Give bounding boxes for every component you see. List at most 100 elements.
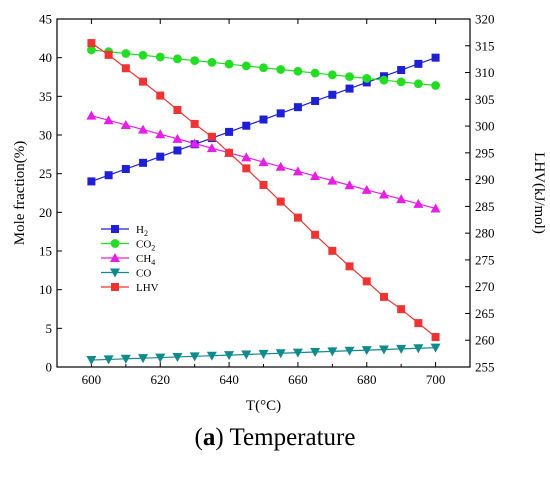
y2-tick-label: 255 — [475, 360, 495, 375]
legend-label-co: CO — [136, 268, 151, 280]
legend-marker-lhv — [111, 283, 119, 291]
data-point-lhv — [259, 180, 268, 189]
data-point-co2 — [155, 52, 165, 62]
y2-axis-label: LHV(kJ/mol) — [531, 152, 547, 234]
data-point-lhv — [121, 64, 130, 73]
data-point-h2 — [225, 127, 234, 136]
data-point-co — [258, 349, 269, 359]
x-tick-label: 600 — [82, 372, 102, 387]
y2-tick-label: 320 — [475, 12, 495, 27]
data-point-co2 — [310, 68, 320, 78]
series-ch4 — [86, 110, 441, 213]
x-tick-label: 660 — [288, 372, 308, 387]
data-point-h2 — [259, 115, 268, 124]
data-point-ch4 — [206, 143, 217, 153]
data-point-co2 — [293, 66, 303, 76]
data-point-co — [224, 351, 235, 361]
data-point-h2 — [156, 152, 165, 161]
data-point-co2 — [259, 63, 268, 73]
data-point-co — [241, 350, 252, 360]
data-point-lhv — [293, 213, 302, 222]
legend-label-h2: H2 — [136, 224, 148, 238]
x-tick-label: 640 — [219, 372, 239, 387]
data-point-ch4 — [396, 194, 407, 204]
data-point-ch4 — [413, 198, 424, 208]
data-point-co2 — [396, 77, 406, 87]
data-point-lhv — [139, 77, 148, 86]
legend-label-subscript: 4 — [151, 258, 155, 267]
legend-label-main: CO — [136, 239, 151, 251]
y2-tick-label: 315 — [475, 38, 495, 53]
caption-letter: a — [202, 424, 216, 451]
legend-label-main: LHV — [136, 282, 159, 294]
data-point-co — [138, 354, 149, 364]
data-point-h2 — [121, 165, 130, 174]
data-point-ch4 — [138, 124, 149, 134]
data-point-ch4 — [103, 115, 114, 125]
legend-label-main: CH — [136, 253, 151, 265]
legend-label-ch4: CH4 — [136, 253, 155, 267]
data-point-lhv — [379, 292, 388, 301]
series-co — [86, 343, 441, 366]
caption-text: Temperature — [229, 424, 356, 451]
data-point-lhv — [328, 246, 337, 255]
data-point-lhv — [225, 148, 234, 157]
data-point-co — [155, 353, 166, 363]
y-tick-label: 25 — [39, 166, 52, 181]
data-point-co — [86, 356, 97, 366]
data-point-lhv — [87, 39, 96, 48]
data-point-ch4 — [241, 152, 252, 162]
data-point-ch4 — [120, 119, 131, 129]
data-point-h2 — [293, 103, 302, 112]
data-point-h2 — [345, 84, 354, 93]
data-point-co — [361, 346, 372, 356]
y-tick-label: 0 — [46, 360, 53, 375]
data-point-ch4 — [172, 133, 183, 143]
data-point-lhv — [276, 197, 285, 206]
data-point-co — [292, 348, 303, 358]
data-point-co2 — [87, 45, 96, 55]
data-point-co2 — [207, 57, 217, 67]
data-point-co2 — [173, 54, 182, 64]
y-tick-label: 40 — [39, 50, 52, 65]
data-point-ch4 — [344, 180, 355, 190]
y-tick-label: 30 — [39, 128, 52, 143]
data-point-ch4 — [189, 138, 200, 148]
x-tick-label: 680 — [357, 372, 377, 387]
y-tick-label: 20 — [39, 205, 52, 220]
y2-tick-label: 270 — [475, 279, 495, 294]
legend-label-subscript: 2 — [151, 244, 155, 253]
legend-label-main: CO — [136, 268, 151, 280]
data-point-h2 — [431, 53, 440, 62]
data-point-h2 — [87, 177, 96, 186]
data-point-co2 — [241, 61, 251, 71]
x-tick-label: 700 — [426, 372, 446, 387]
data-point-h2 — [414, 59, 423, 68]
y2-tick-label: 280 — [475, 226, 495, 241]
data-point-ch4 — [275, 161, 286, 171]
y2-tick-label: 275 — [475, 252, 495, 267]
y2-tick-label: 290 — [475, 172, 495, 187]
legend-label-co2: CO2 — [136, 239, 155, 253]
data-point-lhv — [156, 91, 165, 100]
data-point-lhv — [242, 164, 251, 173]
data-point-h2 — [104, 171, 113, 180]
data-point-h2 — [139, 158, 148, 167]
legend-label-subscript: 2 — [144, 229, 148, 238]
data-point-ch4 — [430, 203, 441, 213]
data-point-lhv — [431, 333, 440, 342]
data-point-co — [206, 351, 217, 361]
data-point-co2 — [138, 50, 148, 60]
data-point-ch4 — [378, 189, 389, 199]
y2-tick-label: 305 — [475, 92, 495, 107]
data-point-co — [396, 344, 407, 354]
data-point-co2 — [431, 81, 440, 90]
data-point-co2 — [379, 75, 389, 85]
data-point-co — [120, 354, 131, 364]
data-point-lhv — [311, 230, 320, 239]
data-point-ch4 — [327, 175, 338, 185]
series-co2 — [87, 45, 440, 90]
data-point-lhv — [362, 277, 371, 286]
series-lhv — [87, 39, 440, 342]
